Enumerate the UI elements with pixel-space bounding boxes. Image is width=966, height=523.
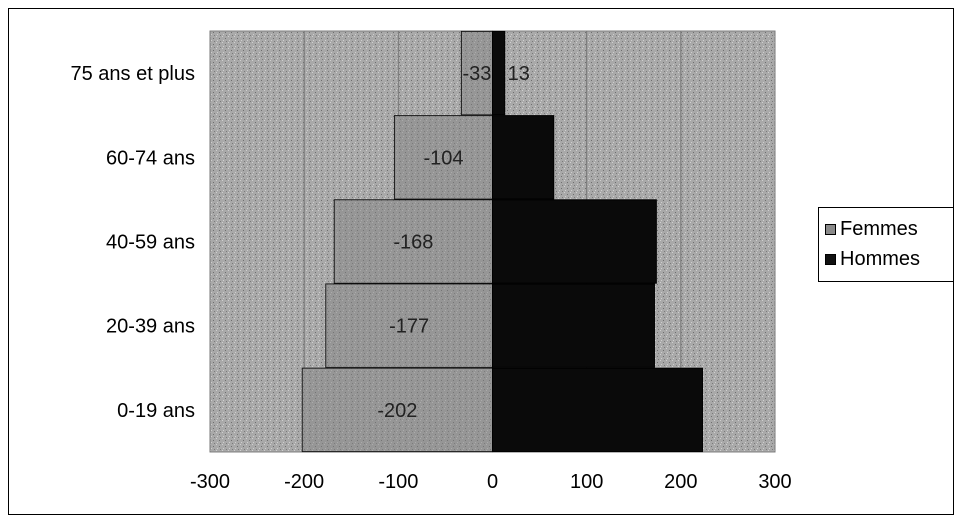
data-label-hommes-4: 13 — [508, 63, 530, 85]
x-tick-label: -100 — [378, 471, 418, 493]
category-labels: 0-19 ans 20-39 ans 40-59 ans 60-74 ans 75 an… — [70, 63, 195, 422]
tick-labels: -300 -200 -100 0 100 200 300 — [190, 471, 792, 493]
category-label: 75 ans et plus — [70, 63, 195, 85]
data-label-femmes-1: -177 — [389, 316, 429, 338]
bar-femmes-0 — [301, 367, 493, 453]
x-tick-label: 100 — [570, 471, 603, 493]
bar-shade-1 — [325, 284, 493, 368]
legend-label-femmes: Femmes — [840, 217, 918, 240]
bar-shade-0 — [302, 368, 493, 452]
legend: Femmes Hommes — [818, 207, 954, 282]
legend-swatch-hommes — [825, 253, 836, 265]
bar-hommes-2 — [492, 199, 657, 284]
legend-item-hommes: Hommes — [819, 244, 953, 274]
category-label: 60-74 ans — [106, 147, 195, 169]
data-label-femmes-3: -104 — [424, 147, 464, 169]
legend-swatch-femmes — [825, 223, 836, 235]
bar-shade-3 — [394, 115, 493, 199]
x-tick-label: 0 — [487, 471, 498, 493]
category-label: 0-19 ans — [117, 400, 195, 422]
bar-hommes-1 — [492, 283, 655, 368]
bar-hommes-0 — [492, 367, 703, 453]
bar-shade-4 — [461, 31, 493, 115]
bars — [301, 30, 703, 453]
x-tick-label: 300 — [758, 471, 791, 493]
bar-shade-2 — [334, 199, 493, 284]
bar-hommes-4 — [492, 30, 506, 116]
data-label-femmes-0: -202 — [377, 400, 417, 422]
data-label-femmes-2: -168 — [393, 232, 433, 254]
x-tick-label: 200 — [664, 471, 697, 493]
category-label: 40-59 ans — [106, 232, 195, 254]
legend-label-hommes: Hommes — [840, 247, 921, 270]
bar-hommes-3 — [492, 115, 555, 200]
bar-labels: -202 -177 -168 -104 -33 13 — [377, 63, 529, 422]
category-label: 20-39 ans — [106, 316, 195, 338]
x-tick-label: -300 — [190, 471, 230, 493]
bar-femmes-3 — [394, 115, 494, 200]
bar-femmes-1 — [325, 283, 494, 368]
legend-item-femmes: Femmes — [819, 214, 953, 244]
data-label-femmes-4: -33 — [463, 63, 492, 85]
bar-femmes-2 — [333, 199, 493, 284]
x-tick-label: -200 — [284, 471, 324, 493]
